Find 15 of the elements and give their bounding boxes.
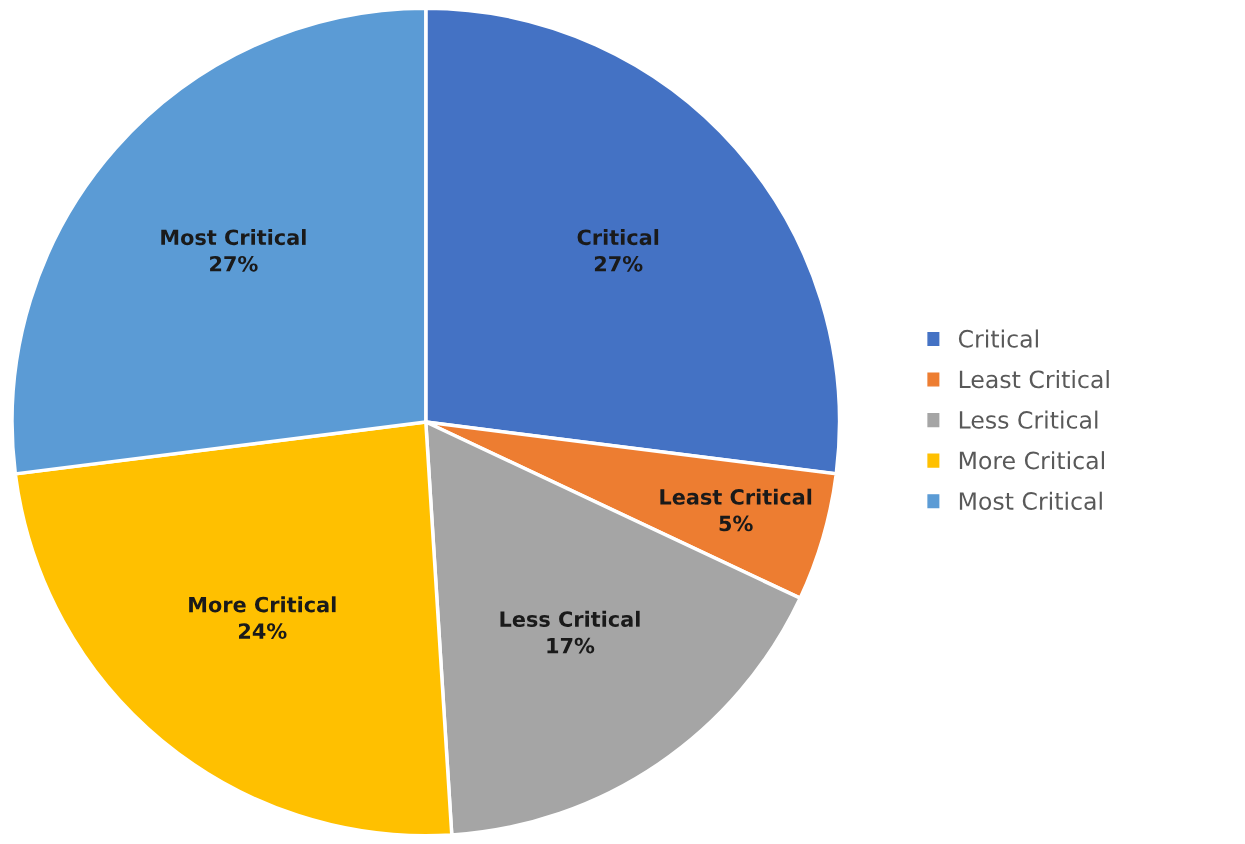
slice-label: More Critical — [189, 596, 336, 613]
data-label: 27% — [594, 255, 643, 272]
data-label: 5% — [719, 515, 753, 532]
slice-label: Least Critical — [660, 488, 812, 505]
slice-label: Less Critical — [500, 610, 640, 627]
legend-label: Least Critical — [959, 370, 1109, 389]
legend-label: Critical — [958, 329, 1038, 348]
data-label: 17% — [547, 637, 595, 654]
legend-label: More Critical — [959, 451, 1104, 470]
legend-label: Most Critical — [959, 491, 1102, 510]
data-label: 24% — [239, 623, 287, 639]
slice-label: Critical — [577, 229, 659, 246]
slice-label: Most Critical — [161, 229, 306, 246]
legend-label: Less Critical — [959, 410, 1098, 429]
data-label: 27% — [210, 255, 258, 272]
